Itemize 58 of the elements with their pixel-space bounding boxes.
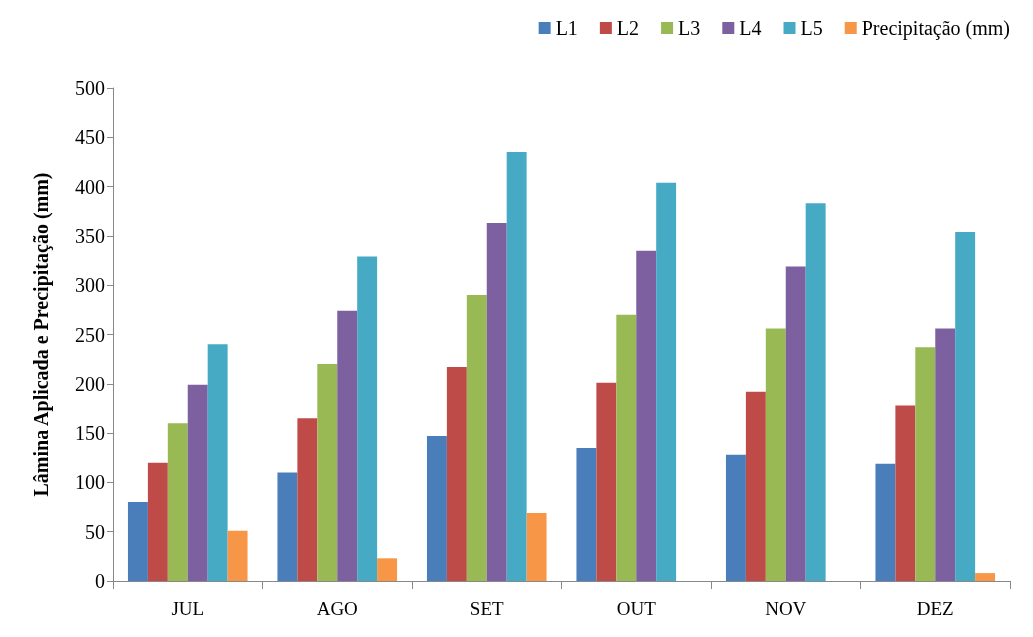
legend-label: Precipitação (mm) [861, 17, 1011, 40]
bar [636, 250, 657, 581]
y-tick-label: 250 [75, 323, 105, 346]
legend-label: L2 [616, 17, 640, 39]
bar [616, 314, 637, 581]
bar [975, 573, 996, 581]
legend-label: L1 [555, 17, 578, 39]
bar [466, 295, 487, 581]
bar [426, 436, 447, 581]
legend-label: L5 [800, 17, 823, 39]
y-tick-label: 350 [75, 224, 105, 247]
x-tick-label: DEZ [916, 598, 954, 619]
legend-label: L4 [739, 17, 762, 39]
x-tick-label: SET [469, 598, 505, 619]
x-tick-label: NOV [765, 598, 807, 619]
y-tick-label: 50 [85, 520, 105, 543]
y-tick-label: 500 [75, 77, 105, 99]
bar [955, 231, 976, 581]
bar [187, 384, 208, 581]
bar [526, 512, 547, 581]
bar [227, 530, 248, 581]
bar [576, 447, 597, 581]
bar [277, 472, 298, 581]
bar [875, 463, 896, 581]
y-tick-label: 150 [75, 422, 105, 445]
bar [446, 367, 467, 581]
y-tick-label: 450 [75, 126, 105, 149]
bar [377, 558, 398, 581]
bar [207, 344, 228, 581]
bar [297, 418, 318, 581]
bar [357, 256, 378, 581]
bar [745, 391, 766, 581]
y-tick-label: 0 [95, 570, 105, 592]
bar [596, 382, 617, 581]
y-axis-title: Lâmina Aplicada e Precipitação (mm) [30, 172, 53, 497]
bar [147, 462, 168, 581]
y-tick-label: 100 [75, 471, 105, 494]
bar [915, 347, 936, 581]
legend-label: L3 [678, 17, 701, 39]
x-tick-label: OUT [616, 598, 657, 619]
bar [167, 423, 188, 581]
bar [805, 203, 826, 581]
x-tick-label: AGO [316, 598, 358, 619]
bar [506, 152, 527, 581]
x-tick-label: JUL [171, 598, 205, 619]
bar [656, 182, 677, 581]
bar [317, 364, 338, 581]
bar [486, 223, 507, 581]
bar [895, 405, 916, 581]
bar [785, 266, 806, 581]
y-tick-label: 300 [75, 274, 105, 297]
bar [765, 328, 786, 581]
bar [935, 328, 956, 581]
bar [337, 310, 358, 581]
bar [127, 502, 148, 581]
y-tick-label: 400 [75, 175, 105, 198]
bar [725, 454, 746, 581]
y-tick-label: 200 [75, 372, 105, 395]
